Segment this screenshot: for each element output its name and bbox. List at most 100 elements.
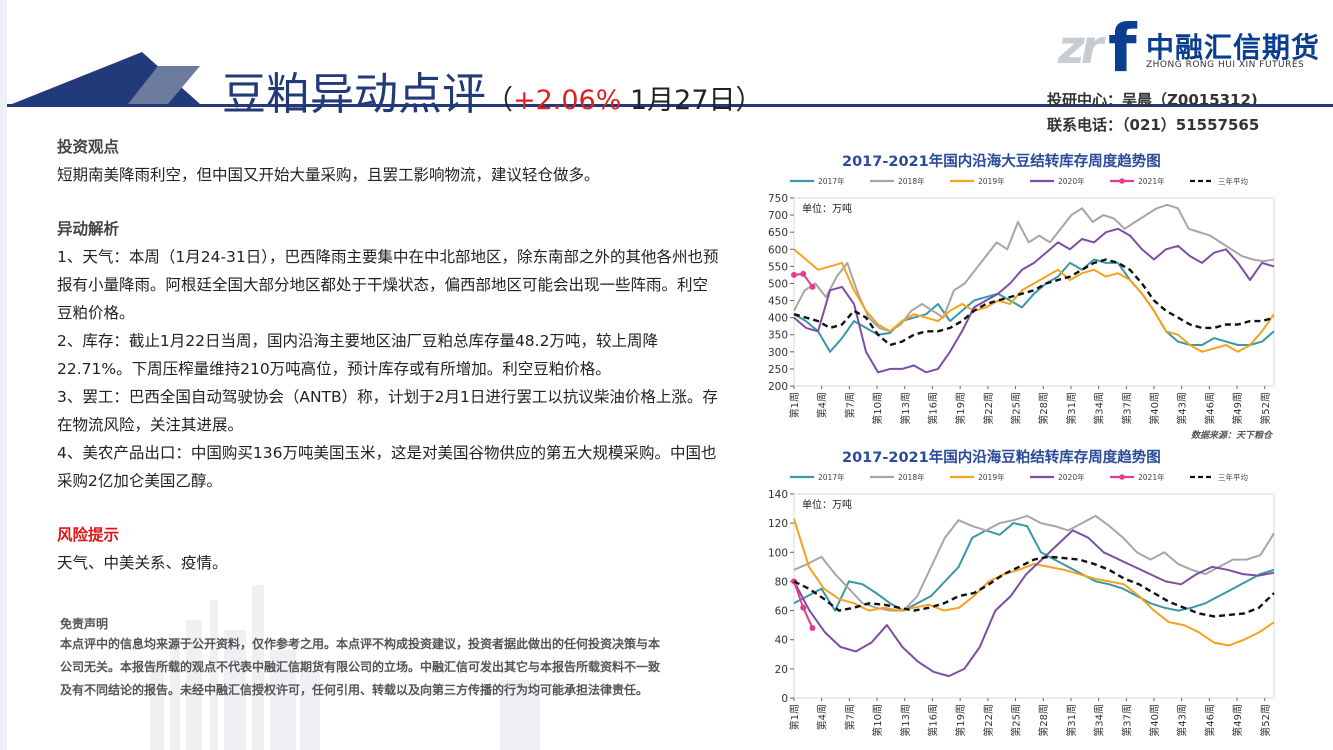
x-tick-label: 第1周 [788,704,801,730]
x-tick-label: 第52周 [1259,392,1272,425]
data-source: 数据来源：天下粮仓 [1191,430,1274,441]
y-tick-label: 750 [768,193,788,205]
view-heading: 投资观点 [57,138,120,156]
series-line-2020年 [793,529,1275,678]
x-tick-label: 第34周 [1093,704,1106,737]
header-triangle-light [128,66,200,104]
logo-mark-f: f [1108,10,1137,87]
x-tick-label: 第19周 [954,704,967,737]
unit-label: 单位：万吨 [802,498,852,511]
analysis-item-strike: 3、罢工：巴西全国自动驾驶协会（ANTB）称，计划于2月1日进行罢工以抗议柴油价… [57,388,718,434]
series-line-2017年 [793,522,1275,612]
legend-marker [1119,474,1125,480]
x-tick-label: 第22周 [982,392,995,425]
x-tick-label: 第25周 [1010,392,1023,425]
x-tick-label: 第43周 [1176,392,1189,425]
plot-area [793,197,1275,387]
left-edge [0,0,7,750]
logo-cn-name: 中融汇信期货 [1146,31,1321,64]
legend-label: 2020年 [1058,176,1085,186]
x-tick-label: 第31周 [1065,392,1078,425]
y-tick-label: 100 [768,547,788,559]
change-percent: +2.06% [513,85,622,116]
plot-area [793,493,1275,699]
disclaimer-text: 本点评中的信息均来源于公开资料，仅作参考之用。本点评不构成投资建议，投资者据此做… [60,637,661,697]
legend-label: 2017年 [818,176,845,186]
chart2-title: 2017-2021年国内沿海豆粕结转库存周度趋势图 [842,450,1161,466]
legend-label: 2021年 [1138,472,1165,482]
series-line-2020年 [793,227,1275,374]
x-tick-label: 第49周 [1231,392,1244,425]
x-tick-label: 第10周 [871,704,884,737]
x-tick-label: 第25周 [1010,704,1023,737]
x-tick-label: 第40周 [1148,704,1161,737]
y-tick-label: 350 [768,330,788,342]
soymeal-inventory-chart: 0 20 40 60 80 100 120 140 第1周 第4周 第7周 第10周 第13周 第16周 第… [768,472,1275,737]
legend-label: 2018年 [898,472,925,482]
y-tick-label: 40 [775,635,788,647]
analysis-item-inventory: 2、库存：截止1月22日当周，国内沿海主要地区油厂豆粕总库存量48.2万吨，较上… [57,332,658,378]
series-line-2017年 [793,258,1275,353]
series-line-2019年 [793,518,1275,647]
analysis-item-weather: 1、天气：本周（1月24-31日），巴西降雨主要集中在中北部地区，除东南部之外的… [57,248,719,322]
y-tick-label: 300 [768,347,788,359]
header-rule [0,104,1333,107]
series-point-2021 [800,604,807,611]
logo-mark-zr: zr [1058,20,1104,74]
disclaimer: 免责声明 本点评中的信息均来源于公开资料，仅作参考之用。本点评不构成投资建议，投… [60,615,670,702]
analysis-heading: 异动解析 [57,220,120,238]
y-tick-label: 20 [775,664,788,676]
legend-label: 2020年 [1058,472,1085,482]
x-tick-label: 第46周 [1203,392,1216,425]
x-tick-label: 第52周 [1259,704,1272,737]
title-date: 1月27日） [621,85,763,116]
legend-label: 2019年 [978,176,1005,186]
series-line-三年平均 [793,258,1275,347]
contact-phone: 联系电话：（021）51557565 [1047,116,1260,134]
unit-label: 单位：万吨 [802,202,852,215]
legend-label: 2017年 [818,472,845,482]
legend-label: 2021年 [1138,176,1165,186]
legend-label: 三年平均 [1218,472,1248,482]
series-line-2018年 [793,203,1275,333]
y-tick-label: 0 [781,693,788,705]
x-tick-label: 第28周 [1037,392,1050,425]
legend-label: 2019年 [978,472,1005,482]
series-line-2018年 [793,514,1275,612]
y-tick-label: 80 [775,576,788,588]
risk-heading: 风险提示 [57,526,120,544]
x-tick-label: 第19周 [954,392,967,425]
x-tick-label: 第37周 [1120,704,1133,737]
x-tick-label: 第4周 [816,704,829,730]
contact-info: 投研中心：吴晨（Z0015312) 联系电话：（021）51557565 [1047,88,1259,138]
legend: 2017年 2018年 2019年 2020年 2021年 三年平均 [790,176,1248,186]
x-tick-label: 第13周 [899,704,912,737]
x-tick-label: 第7周 [843,392,856,418]
x-tick-label: 第31周 [1065,704,1078,737]
x-tick-label: 第37周 [1120,392,1133,425]
y-tick-label: 550 [768,261,788,273]
series-point-2021 [791,271,797,278]
view-text: 短期南美降雨利空，但中国又开始大量采购，且罢工影响物流，建议轻仓做多。 [57,166,600,184]
analysis-item-exports: 4、美农产品出口：中国购买136万吨美国玉米，这是对美国谷物供应的第五大规模采购… [57,444,717,490]
title-text: 豆粕异动点评 [222,69,486,120]
x-tick-label: 第16周 [926,704,939,737]
x-tick-label: 第46周 [1203,704,1216,737]
legend-marker [1119,178,1125,184]
y-tick-label: 600 [768,244,788,256]
y-tick-label: 650 [768,227,788,239]
x-tick-label: 第16周 [926,392,939,425]
x-tick-label: 第43周 [1176,704,1189,737]
y-tick-label: 450 [768,296,788,308]
logo-en-name: ZHONG RONG HUI XIN FUTURES [1146,60,1305,70]
y-tick-label: 700 [768,210,788,222]
y-tick-label: 60 [775,606,788,618]
x-tick-label: 第22周 [982,704,995,737]
soybean-inventory-chart: 200 250 300 350 400 450 500 550 600 650 700 750 第1周 第… [768,176,1275,441]
company-logo: zr f 中融汇信期货 ZHONG RONG HUI XIN FUTURES [1058,10,1321,87]
x-tick-label: 第40周 [1148,392,1161,425]
x-tick-label: 第7周 [843,704,856,730]
skyline-silhouette [150,585,540,750]
series-line-2019年 [793,248,1275,353]
